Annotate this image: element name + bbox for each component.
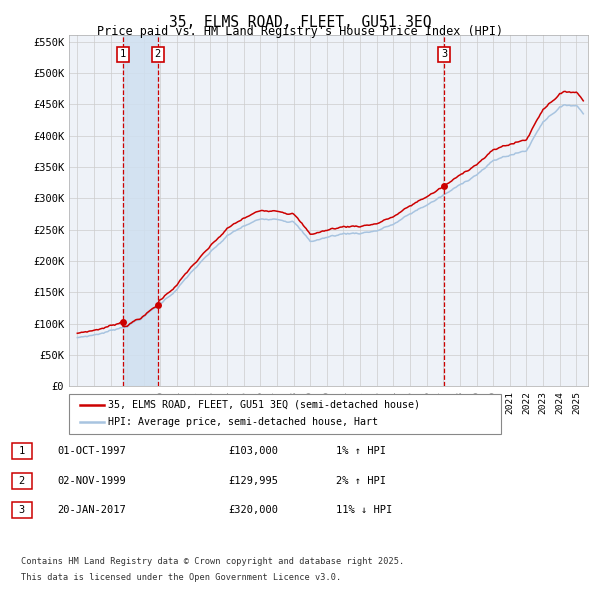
Text: 35, ELMS ROAD, FLEET, GU51 3EQ: 35, ELMS ROAD, FLEET, GU51 3EQ bbox=[169, 15, 431, 30]
Text: £103,000: £103,000 bbox=[228, 447, 278, 456]
Text: 20-JAN-2017: 20-JAN-2017 bbox=[57, 506, 126, 515]
Text: Price paid vs. HM Land Registry's House Price Index (HPI): Price paid vs. HM Land Registry's House … bbox=[97, 25, 503, 38]
Text: 2% ↑ HPI: 2% ↑ HPI bbox=[336, 476, 386, 486]
Text: 02-NOV-1999: 02-NOV-1999 bbox=[57, 476, 126, 486]
Text: 1: 1 bbox=[19, 447, 25, 456]
Text: 2: 2 bbox=[19, 476, 25, 486]
Bar bbox=[123, 35, 158, 386]
Text: HPI: Average price, semi-detached house, Hart: HPI: Average price, semi-detached house,… bbox=[108, 417, 378, 427]
Text: 1: 1 bbox=[120, 49, 126, 59]
Text: 11% ↓ HPI: 11% ↓ HPI bbox=[336, 506, 392, 515]
Text: This data is licensed under the Open Government Licence v3.0.: This data is licensed under the Open Gov… bbox=[21, 572, 341, 582]
Text: 3: 3 bbox=[441, 49, 447, 59]
Text: 3: 3 bbox=[19, 506, 25, 515]
Text: £320,000: £320,000 bbox=[228, 506, 278, 515]
Text: 2: 2 bbox=[155, 49, 161, 59]
Text: 35, ELMS ROAD, FLEET, GU51 3EQ (semi-detached house): 35, ELMS ROAD, FLEET, GU51 3EQ (semi-det… bbox=[108, 400, 420, 410]
Text: £129,995: £129,995 bbox=[228, 476, 278, 486]
Text: Contains HM Land Registry data © Crown copyright and database right 2025.: Contains HM Land Registry data © Crown c… bbox=[21, 557, 404, 566]
Text: 1% ↑ HPI: 1% ↑ HPI bbox=[336, 447, 386, 456]
Text: 01-OCT-1997: 01-OCT-1997 bbox=[57, 447, 126, 456]
